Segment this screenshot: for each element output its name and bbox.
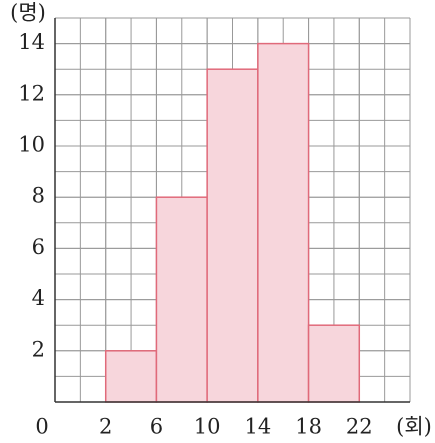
bar [257,42,310,403]
y-tick-label: 2 [32,337,45,361]
bar [206,68,259,403]
bar [307,324,361,403]
y-tick-label: 12 [18,81,45,105]
y-tick-label: 8 [32,184,45,208]
bar [104,350,158,403]
x-tick-label: 6 [150,415,163,439]
x-tick-label: 22 [346,415,373,439]
x-tick-label: 14 [244,415,271,439]
x-tick-label: 2 [99,415,112,439]
x-tick-label: 10 [194,415,221,439]
y-axis-label: (명) [10,1,46,25]
x-axis-label: (회) [396,415,432,439]
y-tick-label: 4 [32,286,45,310]
y-tick-label: 6 [32,235,45,259]
origin-label: 0 [35,415,48,439]
x-tick-label: 18 [295,415,322,439]
y-tick-label: 10 [18,133,45,157]
bar [155,196,208,403]
y-tick-label: 14 [18,30,45,54]
